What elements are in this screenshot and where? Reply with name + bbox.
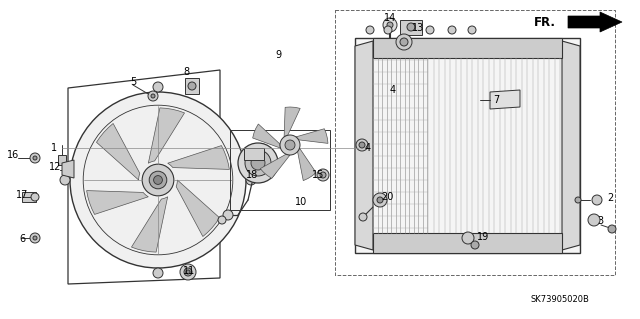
Bar (335, 10, 615, 275)
Circle shape (251, 156, 265, 170)
Circle shape (33, 156, 37, 160)
Polygon shape (490, 90, 520, 109)
Text: 16: 16 (7, 150, 19, 160)
Text: SK73905020B: SK73905020B (531, 295, 589, 305)
Polygon shape (62, 160, 74, 178)
Polygon shape (373, 38, 562, 58)
Polygon shape (568, 12, 622, 32)
Circle shape (407, 23, 415, 31)
Text: 2: 2 (607, 193, 613, 203)
Polygon shape (148, 108, 184, 163)
Polygon shape (86, 190, 148, 214)
Circle shape (575, 197, 581, 203)
Text: 13: 13 (412, 23, 424, 33)
Circle shape (148, 91, 158, 101)
Circle shape (31, 193, 39, 201)
Bar (244, 148, 264, 160)
Text: 20: 20 (381, 192, 393, 202)
Text: 17: 17 (16, 190, 28, 200)
Polygon shape (97, 123, 140, 180)
Text: FR.: FR. (534, 16, 556, 28)
Text: 3: 3 (597, 216, 603, 226)
Polygon shape (298, 148, 316, 181)
Bar (22, 192, 36, 202)
Text: 6: 6 (19, 234, 25, 244)
Text: 9: 9 (275, 50, 281, 60)
Text: 19: 19 (477, 232, 489, 242)
Circle shape (471, 241, 479, 249)
Text: 5: 5 (130, 77, 136, 87)
Circle shape (592, 195, 602, 205)
Circle shape (373, 193, 387, 207)
Circle shape (188, 82, 196, 90)
Text: 1: 1 (51, 143, 57, 153)
Polygon shape (131, 197, 168, 252)
Circle shape (366, 26, 374, 34)
Bar (185, 78, 199, 94)
Text: 12: 12 (49, 162, 61, 172)
Polygon shape (176, 180, 220, 236)
Text: 10: 10 (295, 197, 307, 207)
Circle shape (608, 225, 616, 233)
Circle shape (387, 22, 393, 28)
Polygon shape (260, 154, 290, 178)
Polygon shape (168, 145, 229, 169)
Text: 15: 15 (312, 170, 324, 180)
Circle shape (280, 135, 300, 155)
Circle shape (223, 210, 233, 220)
Circle shape (285, 140, 295, 150)
Polygon shape (355, 38, 580, 253)
Circle shape (142, 164, 174, 196)
Circle shape (30, 233, 40, 243)
Circle shape (154, 175, 163, 184)
Text: 4: 4 (390, 85, 396, 95)
Circle shape (448, 26, 456, 34)
Text: 4: 4 (365, 143, 371, 153)
Circle shape (238, 143, 278, 183)
Circle shape (186, 270, 190, 274)
Polygon shape (296, 129, 328, 143)
Circle shape (377, 197, 383, 203)
Circle shape (33, 236, 37, 240)
Circle shape (184, 268, 192, 276)
Circle shape (60, 175, 70, 185)
Circle shape (149, 171, 167, 189)
Circle shape (151, 94, 155, 98)
Text: 18: 18 (246, 170, 258, 180)
Polygon shape (253, 124, 280, 148)
Text: 7: 7 (493, 95, 499, 105)
Circle shape (359, 213, 367, 221)
Text: 14: 14 (384, 13, 396, 23)
Circle shape (246, 175, 256, 185)
Polygon shape (284, 107, 300, 137)
Polygon shape (373, 233, 562, 253)
Circle shape (70, 92, 246, 268)
Circle shape (245, 150, 271, 176)
Polygon shape (355, 41, 373, 250)
Circle shape (180, 264, 196, 280)
Polygon shape (562, 41, 580, 250)
Bar (400, 20, 422, 35)
Circle shape (588, 214, 600, 226)
Circle shape (383, 18, 397, 32)
Circle shape (468, 26, 476, 34)
Circle shape (359, 142, 365, 148)
Circle shape (30, 153, 40, 163)
Circle shape (426, 26, 434, 34)
Text: 11: 11 (183, 266, 195, 276)
Circle shape (400, 38, 408, 46)
Circle shape (218, 216, 226, 224)
Circle shape (153, 82, 163, 92)
Bar (58, 155, 66, 165)
Circle shape (384, 26, 392, 34)
Circle shape (320, 172, 326, 178)
Circle shape (153, 268, 163, 278)
Text: 8: 8 (183, 67, 189, 77)
Circle shape (462, 232, 474, 244)
Circle shape (317, 169, 329, 181)
Circle shape (396, 34, 412, 50)
Circle shape (356, 139, 368, 151)
